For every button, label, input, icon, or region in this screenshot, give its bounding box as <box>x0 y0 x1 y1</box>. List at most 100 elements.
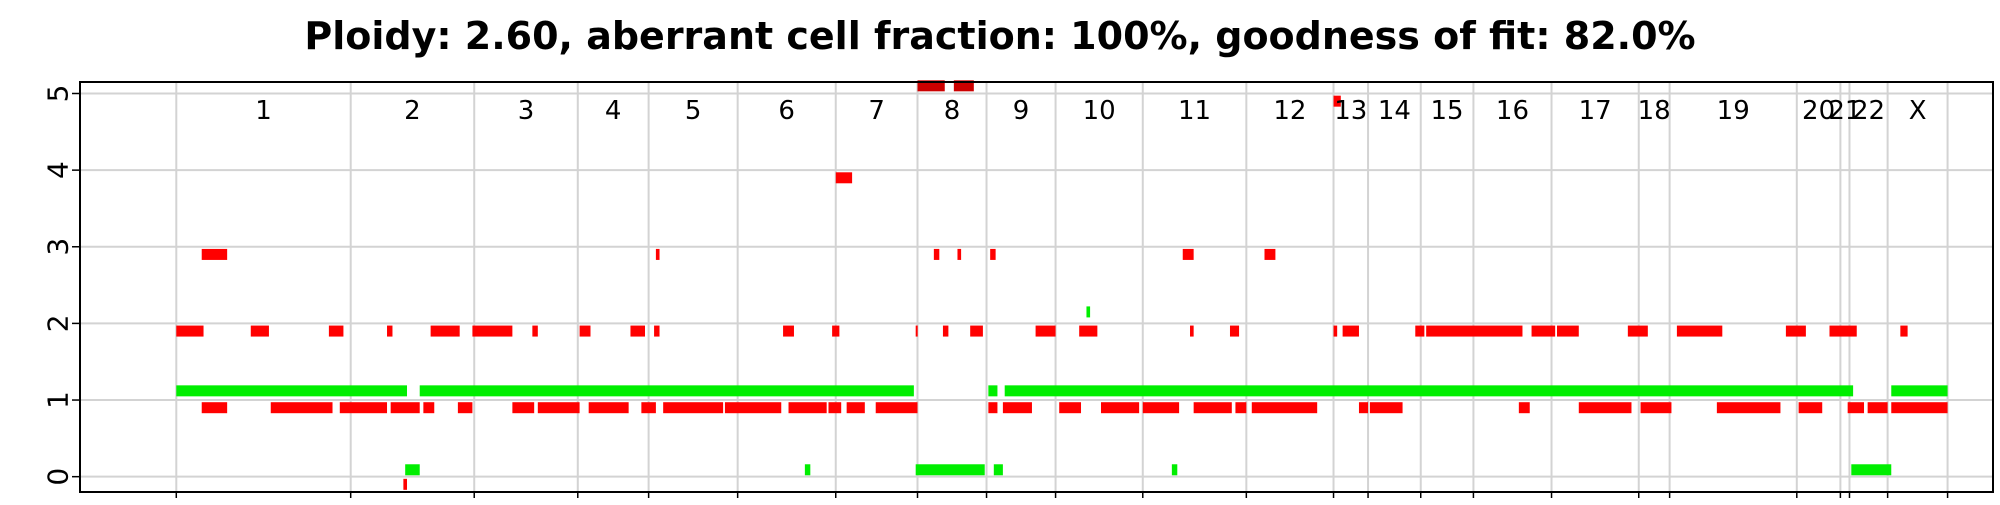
copy-gain-segment <box>1079 325 1098 337</box>
copy-gain-segment <box>1358 402 1369 414</box>
copy-gain-segment <box>430 325 460 337</box>
copy-loss-segment <box>1851 464 1892 476</box>
copy-gain-segment <box>512 402 535 414</box>
chromosome-label: 20 <box>1802 96 1835 126</box>
copy-gain-segment <box>328 325 344 337</box>
copy-gain-segment <box>654 325 660 337</box>
chromosome-label: 7 <box>868 96 885 126</box>
copy-gain-segment <box>846 402 865 414</box>
copy-gain-segment <box>1627 325 1648 337</box>
chromosome-label: 18 <box>1638 96 1671 126</box>
chromosome-label: 2 <box>404 96 421 126</box>
copy-gain-segment <box>201 248 228 260</box>
copy-gain-segment <box>1900 325 1908 337</box>
chromosome-label: 6 <box>778 96 795 126</box>
copy-gain-segment <box>970 325 983 337</box>
copy-gain-segment <box>1578 402 1632 414</box>
chromosome-label: 21 <box>1828 96 1861 126</box>
copy-gain-segment <box>201 402 228 414</box>
copy-loss-segment <box>419 385 914 397</box>
copy-gain-segment <box>1847 402 1865 414</box>
chromosome-label: X <box>1909 96 1927 126</box>
copy-gain-segment <box>1229 325 1240 337</box>
copy-gain-segment <box>1785 325 1806 337</box>
y-tick-label: 5 <box>42 85 75 103</box>
copy-gain-segment <box>1059 402 1082 414</box>
chromosome-label: 9 <box>1013 96 1030 126</box>
copy-gain-segment <box>1369 402 1403 414</box>
copy-loss-segment <box>1004 385 1854 397</box>
chromosome-label: 1 <box>255 96 272 126</box>
copy-loss-segment <box>915 464 985 476</box>
copy-gain-segment <box>588 402 629 414</box>
copy-gain-segment <box>1556 325 1579 337</box>
copy-loss-segment <box>804 464 811 476</box>
copy-gain-segment <box>663 402 724 414</box>
chromosome-label: 11 <box>1178 96 1211 126</box>
copy-gain-segment <box>403 478 408 490</box>
copy-gain-segment <box>1100 402 1140 414</box>
copy-gain-segment <box>457 402 473 414</box>
copy-gain-segment <box>1035 325 1056 337</box>
chromosome-label: 13 <box>1334 96 1367 126</box>
chromosome-label: 4 <box>605 96 622 126</box>
chromosome-label: 17 <box>1579 96 1612 126</box>
copy-gain-segment <box>788 402 827 414</box>
copy-loss-segment <box>988 385 998 397</box>
copy-gain-segment <box>387 325 393 337</box>
chromosome-label: 16 <box>1496 96 1529 126</box>
copy-gain-segment <box>423 402 435 414</box>
chromosome-label: 22 <box>1852 96 1885 126</box>
chromosome-label: 10 <box>1083 96 1116 126</box>
copy-gain-segment <box>1002 402 1032 414</box>
chromosome-label: 8 <box>944 96 961 126</box>
copy-gain-segment <box>915 325 918 337</box>
copy-gain-segment <box>339 402 388 414</box>
copy-gain-segment <box>953 80 974 92</box>
y-tick-label: 2 <box>42 314 75 332</box>
copy-gain-segment <box>176 325 204 337</box>
copy-gain-segment <box>579 325 591 337</box>
copy-loss-segment <box>405 464 420 476</box>
copy-loss-segment <box>993 464 1003 476</box>
copy-gain-segment <box>1867 402 1888 414</box>
copy-gain-segment <box>1415 325 1425 337</box>
copy-gain-segment <box>1829 325 1857 337</box>
copy-gain-segment <box>917 80 945 92</box>
copy-gain-segment <box>390 402 420 414</box>
copy-gain-segment <box>1235 402 1247 414</box>
copy-gain-segment <box>1342 325 1359 337</box>
copy-gain-segment <box>783 325 794 337</box>
copy-gain-segment <box>828 402 842 414</box>
chromosome-label: 12 <box>1273 96 1306 126</box>
chromosome-label: 19 <box>1717 96 1750 126</box>
y-tick-label: 4 <box>42 161 75 179</box>
copy-gain-segment <box>1716 402 1781 414</box>
copy-gain-segment <box>1676 325 1723 337</box>
copy-gain-segment <box>537 402 580 414</box>
chromosome-label: 14 <box>1378 96 1411 126</box>
copy-gain-segment <box>630 325 645 337</box>
copy-gain-segment <box>1531 325 1556 337</box>
copy-gain-segment <box>1193 402 1232 414</box>
copy-gain-segment <box>472 325 513 337</box>
copy-gain-segment <box>933 248 940 260</box>
copy-gain-segment <box>1264 248 1276 260</box>
copy-gain-segment <box>835 172 853 184</box>
copy-gain-segment <box>1798 402 1823 414</box>
copy-gain-segment <box>724 402 782 414</box>
plot-frame <box>79 81 1994 493</box>
copy-gain-segment <box>270 402 333 414</box>
copy-gain-segment <box>641 402 656 414</box>
copy-gain-segment <box>1333 325 1338 337</box>
copy-gain-segment <box>1251 402 1318 414</box>
copy-gain-segment <box>1190 325 1194 337</box>
copy-gain-segment <box>1333 95 1341 107</box>
chromosome-label: 5 <box>685 96 702 126</box>
copy-gain-segment <box>1891 402 1948 414</box>
copy-gain-segment <box>1518 402 1530 414</box>
copy-gain-segment <box>990 248 996 260</box>
copy-gain-segment <box>532 325 538 337</box>
